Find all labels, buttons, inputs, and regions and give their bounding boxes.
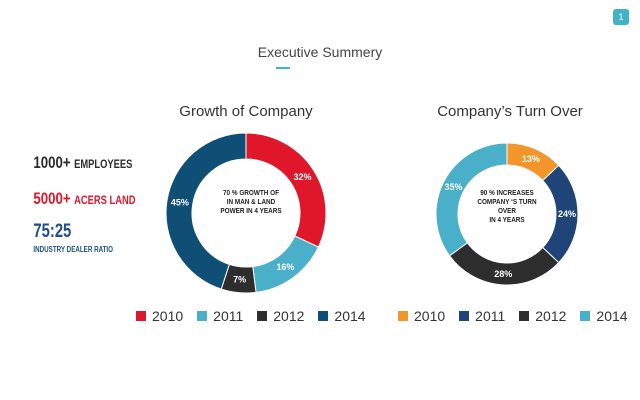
growth-legend-label: 2014 [334,308,366,324]
turnover-slice-label-2011: 24% [558,209,576,219]
slide-title: Executive Summery [257,44,383,60]
acres-label: ACERS LAND [74,193,136,207]
turnover-slice-label-2014: 35% [445,182,463,192]
turnover-slice-2014 [435,142,508,257]
turnover-donut-chart: 13% 24% 28% 35% [435,142,579,286]
growth-donut-chart: 32% 16% 7% 45% [165,132,327,294]
turnover-center-line: COMPANY ‘S TURN OVER [477,197,537,215]
ratio-label: INDUSTRY DEALER RATIO [33,245,114,254]
turnover-legend-item-2014: 2014 [580,308,628,324]
growth-slice-2014 [165,132,247,290]
growth-legend-label: 2011 [213,308,244,324]
growth-legend-label: 2010 [152,308,184,324]
growth-legend-swatch [136,311,146,321]
growth-legend-item-2011: 2011 [197,308,243,324]
turnover-legend-swatch [519,311,530,321]
turnover-legend-swatch [580,311,591,321]
chart-title-turnover: Company’s Turn Over [437,103,583,120]
turnover-legend-swatch [459,311,470,321]
chart-title-growth: Growth of Company [179,103,313,120]
turnover-center-note: 90 % INCREASES COMPANY ‘S TURN OVER IN 4… [473,188,541,224]
turnover-legend: 2010 2011 2012 2014 [398,308,640,324]
stat-employees: 1000+ EMPLOYEES [33,153,142,173]
growth-center-line: IN MAN & LAND [226,197,276,206]
turnover-legend-swatch [398,311,408,321]
stat-acres: 5000+ ACERS LAND [33,189,142,209]
growth-legend-item-2012: 2012 [257,308,304,324]
page-number-badge: 1 [613,9,629,25]
turnover-legend-label: 2011 [475,308,506,324]
growth-center-line: 70 % GROWTH OF [223,188,279,197]
growth-legend-swatch [197,311,208,321]
growth-legend-label: 2012 [273,308,305,324]
ratio-value: 75:25 [33,221,72,242]
growth-legend-item-2010: 2010 [136,308,183,324]
growth-center-line: POWER IN 4 YEARS [220,206,282,215]
growth-slice-label-2012: 7% [233,275,246,285]
turnover-center-line: IN 4 YEARS [489,215,525,224]
growth-center-note: 70 % GROWTH OF IN MAN & LAND POWER IN 4 … [217,188,285,215]
turnover-center-line: 90 % INCREASES [480,188,534,197]
turnover-slice-label-2010: 13% [522,154,540,164]
growth-legend-swatch [318,311,329,321]
growth-legend-item-2014: 2014 [318,308,366,324]
growth-slice-label-2014: 45% [171,198,189,208]
growth-legend-swatch [257,311,268,321]
acres-value: 5000+ [33,189,71,208]
growth-slice-label-2011: 16% [276,262,294,272]
title-underline [276,67,290,69]
growth-legend: 2010 2011 2012 2014 [136,308,380,324]
turnover-slice-label-2012: 28% [494,269,512,279]
employees-label: EMPLOYEES [74,157,133,171]
turnover-legend-label: 2010 [414,308,446,324]
turnover-legend-item-2011: 2011 [459,308,505,324]
turnover-legend-label: 2014 [596,308,628,324]
turnover-legend-item-2012: 2012 [519,308,566,324]
employees-value: 1000+ [33,153,71,172]
turnover-legend-label: 2012 [535,308,567,324]
growth-slice-label-2010: 32% [294,172,312,182]
turnover-legend-item-2010: 2010 [398,308,445,324]
